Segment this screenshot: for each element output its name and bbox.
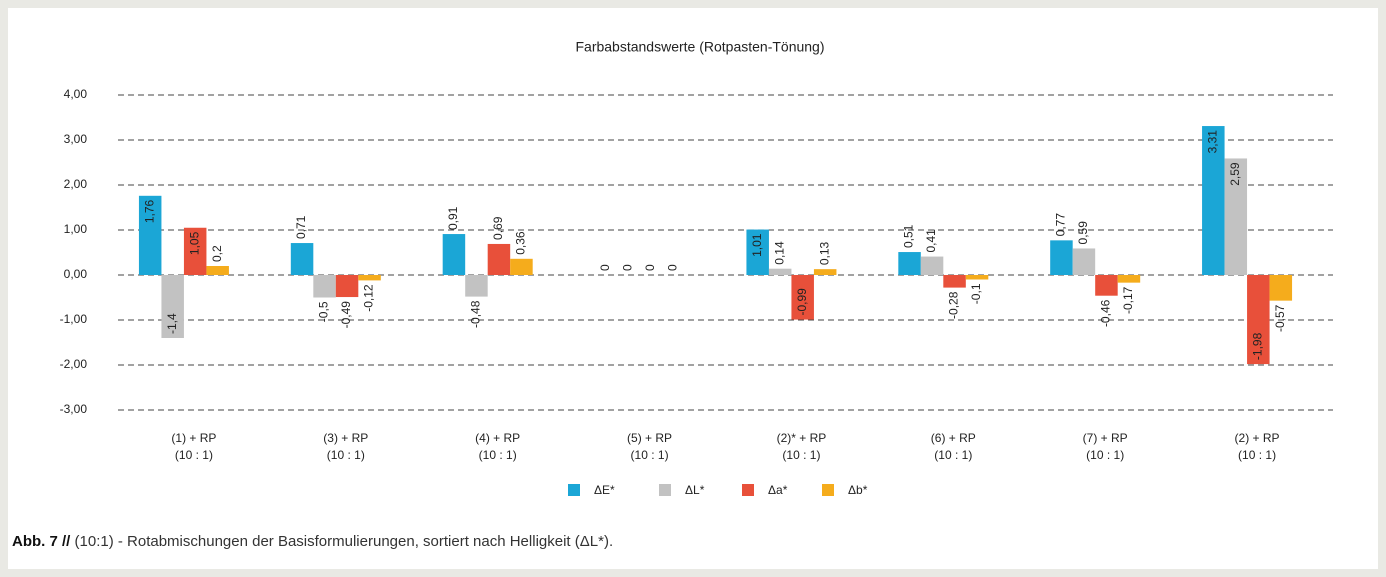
x-tick-label: (7) + RP (10 : 1) <box>1082 431 1128 462</box>
value-label: -0,46 <box>1099 299 1113 327</box>
panel <box>8 8 1378 569</box>
legend-swatch <box>659 484 671 496</box>
y-tick-label: -3,00 <box>60 402 88 416</box>
legend-swatch <box>742 484 754 496</box>
bar <box>510 258 533 275</box>
value-label: -0,57 <box>1273 304 1287 332</box>
bar <box>791 275 814 320</box>
x-tick-label: (5) + RP (10 : 1) <box>627 431 673 462</box>
legend-swatch <box>568 484 580 496</box>
bar <box>206 266 229 275</box>
value-label: 0,41 <box>924 229 938 253</box>
bar <box>1117 275 1141 283</box>
bar <box>335 275 359 298</box>
caption-text: (10:1) - Rotabmischungen der Basisformul… <box>74 533 614 550</box>
bar <box>183 227 207 275</box>
value-label: 0 <box>665 264 679 271</box>
legend-swatch <box>822 484 834 496</box>
value-label: -0,1 <box>969 283 983 304</box>
chart-title: Farbabstandswerte (Rotpasten-Tönung) <box>575 39 824 55</box>
y-tick-label: -1,00 <box>60 312 88 326</box>
legend-label: Δb* <box>848 483 868 497</box>
x-tick-label: (6) + RP (10 : 1) <box>930 431 976 462</box>
value-label: 2,59 <box>1228 162 1242 186</box>
value-label: -0,17 <box>1121 286 1135 314</box>
bar <box>1072 248 1096 275</box>
bar <box>1095 275 1118 296</box>
value-label: 1,05 <box>187 231 201 255</box>
bar <box>313 275 336 298</box>
value-label: 0 <box>620 264 634 271</box>
bar <box>746 229 769 275</box>
legend-label: ΔL* <box>685 483 705 497</box>
x-tick-label: (2) + RP (10 : 1) <box>1234 431 1280 462</box>
bar <box>1050 240 1073 275</box>
bar <box>898 252 921 275</box>
value-label: 0,71 <box>294 215 308 239</box>
bar <box>1224 158 1248 275</box>
x-tick-label: (3) + RP (10 : 1) <box>323 431 369 462</box>
value-label: -0,49 <box>339 301 353 329</box>
bar <box>138 195 162 275</box>
bar <box>358 275 381 281</box>
bar <box>290 243 314 275</box>
value-label: 0,14 <box>772 241 786 265</box>
value-label: 0,36 <box>514 231 528 255</box>
value-label: 1,76 <box>142 199 156 223</box>
value-label: 0,69 <box>491 216 505 240</box>
bar <box>442 234 466 275</box>
bar <box>1247 275 1270 365</box>
x-tick-label: (1) + RP (10 : 1) <box>171 431 217 462</box>
y-tick-label: 1,00 <box>64 222 88 236</box>
y-tick-label: 3,00 <box>64 132 88 146</box>
value-label: 0 <box>598 264 612 271</box>
value-label: -1,4 <box>165 313 179 334</box>
value-label: -0,5 <box>317 301 331 322</box>
bar <box>768 268 792 275</box>
bar <box>943 275 966 288</box>
value-label: 0,2 <box>210 245 224 262</box>
x-tick-label: (2)* + RP (10 : 1) <box>776 431 827 462</box>
value-label: 0,51 <box>902 224 916 248</box>
bar <box>965 275 989 280</box>
bar <box>1269 275 1293 301</box>
value-label: 3,31 <box>1205 130 1219 154</box>
y-tick-label: 0,00 <box>64 267 88 281</box>
caption-label: Abb. 7 // <box>12 533 71 550</box>
value-label: -0,48 <box>469 300 483 328</box>
bar <box>813 269 837 275</box>
legend-label: Δa* <box>768 483 788 497</box>
bar <box>465 275 488 297</box>
value-label: -0,12 <box>362 284 376 312</box>
value-label: -1,98 <box>1250 332 1264 360</box>
value-label: 0,13 <box>817 241 831 265</box>
legend-label: ΔE* <box>594 483 615 497</box>
value-label: 0 <box>643 264 657 271</box>
bar <box>487 243 511 275</box>
value-label: 0,91 <box>446 206 460 230</box>
value-label: -0,99 <box>795 288 809 316</box>
y-tick-label: 2,00 <box>64 177 88 191</box>
value-label: 0,77 <box>1054 213 1068 237</box>
y-tick-label: -2,00 <box>60 357 88 371</box>
bar <box>920 256 944 275</box>
y-tick-label: 4,00 <box>64 87 88 101</box>
bar <box>1202 126 1225 275</box>
value-label: 0,59 <box>1076 221 1090 245</box>
bar <box>161 275 184 338</box>
value-label: -0,28 <box>947 291 961 319</box>
x-tick-label: (4) + RP (10 : 1) <box>475 431 521 462</box>
caption: Abb. 7 // (10:1) - Rotabmischungen der B… <box>12 533 613 550</box>
value-label: 1,01 <box>750 233 764 257</box>
